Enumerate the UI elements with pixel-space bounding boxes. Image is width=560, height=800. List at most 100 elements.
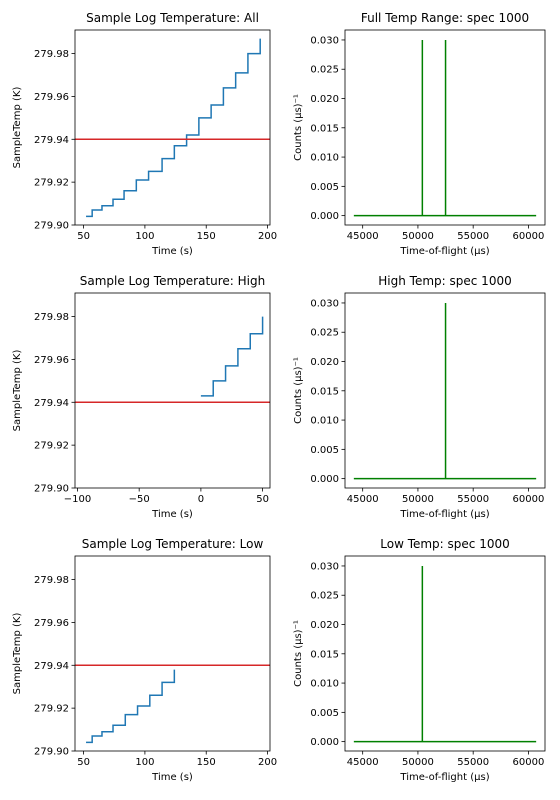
y-axis-label: Counts (μs)⁻¹ [293,620,304,687]
y-tick-label: 279.90 [34,221,69,232]
y-tick-label: 0.020 [310,357,339,368]
y-tick-label: 0.000 [310,211,339,222]
axes-frame [344,555,546,752]
plot-data [75,38,270,218]
x-axis-label: Time (s) [151,509,193,520]
x-axis-label: Time-of-flight (μs) [399,246,489,257]
plot-data [353,302,537,480]
x-tick-label: 55000 [457,231,489,242]
y-axis-label: Counts (μs)⁻¹ [293,357,304,424]
y-tick-label: 279.92 [34,441,69,452]
x-tick-label: 50000 [402,757,434,768]
chart-title: Low Temp: spec 1000 [380,537,510,551]
axes-frame [74,29,271,226]
y-tick-label: 0.030 [310,298,339,309]
panel-2: 45000 50000 55000 60000 0.000 0.005 0.010 0.015… [293,11,546,257]
series-line-1 [353,39,537,217]
axes-frame [74,555,271,752]
y-tick-label: 0.005 [310,445,339,456]
y-tick-label: 0.000 [310,474,339,485]
y-tick-label: 0.020 [310,94,339,105]
chart-title: Sample Log Temperature: Low [82,537,264,551]
series-line-1 [353,302,537,480]
x-tick-label: 150 [197,231,216,242]
y-axis-label: SampleTemp (K) [12,87,23,169]
panel-1: 50 100 150 200 279.90 279.92 279.94 279.96 279.9… [12,11,277,257]
panel-4: 45000 50000 55000 60000 0.000 0.005 0.010 0.015… [293,274,546,520]
y-tick-label: 279.98 [34,575,69,586]
x-tick-label: 45000 [347,757,379,768]
plot-data [75,664,270,744]
x-tick-label: 50000 [402,494,434,505]
plot-data [353,39,537,217]
chart-title: High Temp: spec 1000 [378,274,511,288]
y-tick-label: 0.005 [310,708,339,719]
x-tick-label: 55000 [457,757,489,768]
x-axis-label: Time-of-flight (μs) [399,509,489,520]
x-tick-label: 60000 [513,494,545,505]
y-tick-label: 279.98 [34,312,69,323]
y-tick-label: 279.98 [34,49,69,60]
x-tick-label: 50 [77,757,90,768]
y-axis-label: Counts (μs)⁻¹ [293,94,304,161]
x-tick-label: −50 [129,494,150,505]
y-tick-label: 0.015 [310,386,339,397]
y-tick-label: 279.94 [34,398,69,409]
y-tick-label: 279.94 [34,135,69,146]
chart-title: Full Temp Range: spec 1000 [361,11,529,25]
chart-title: Sample Log Temperature: High [80,274,266,288]
x-tick-label: 0 [198,494,204,505]
y-tick-label: 0.020 [310,620,339,631]
x-tick-label: 200 [258,231,277,242]
y-tick-label: 279.92 [34,704,69,715]
y-tick-label: 279.96 [34,618,69,629]
y-tick-label: 279.92 [34,178,69,189]
x-tick-label: −100 [64,494,91,505]
y-tick-label: 0.015 [310,649,339,660]
y-tick-label: 279.96 [34,355,69,366]
x-tick-label: 150 [197,757,216,768]
x-axis-label: Time (s) [151,246,193,257]
y-tick-label: 279.94 [34,661,69,672]
y-tick-label: 0.025 [310,65,339,76]
y-tick-label: 0.010 [310,153,339,164]
x-tick-label: 60000 [513,757,545,768]
chart-title: Sample Log Temperature: All [86,11,259,25]
x-tick-label: 55000 [457,494,489,505]
x-tick-label: 45000 [347,494,379,505]
series-line-1 [200,316,264,397]
plot-data [75,316,270,404]
y-tick-label: 0.005 [310,182,339,193]
plot-data [353,565,537,743]
y-tick-label: 279.96 [34,92,69,103]
y-tick-label: 0.030 [310,35,339,46]
y-tick-label: 0.010 [310,416,339,427]
x-tick-label: 45000 [347,231,379,242]
series-line-1 [353,565,537,743]
y-axis-label: SampleTemp (K) [12,350,23,432]
series-line-1 [86,669,176,744]
y-tick-label: 0.000 [310,737,339,748]
x-axis-label: Time-of-flight (μs) [399,772,489,783]
x-tick-label: 50 [77,231,90,242]
y-axis-label: SampleTemp (K) [12,613,23,695]
x-tick-label: 100 [135,231,154,242]
x-tick-label: 50 [256,494,269,505]
y-tick-label: 279.90 [34,484,69,495]
y-tick-label: 0.010 [310,679,339,690]
y-tick-label: 279.90 [34,747,69,758]
y-tick-label: 0.030 [310,561,339,572]
y-tick-label: 0.025 [310,591,339,602]
x-tick-label: 50000 [402,231,434,242]
panel-3: −100 −50 0 50 279.90 279.92 279.94 279.96 279.98… [12,274,271,520]
x-tick-label: 60000 [513,231,545,242]
x-tick-label: 100 [135,757,154,768]
x-tick-label: 200 [258,757,277,768]
y-tick-label: 0.015 [310,123,339,134]
x-axis-label: Time (s) [151,772,193,783]
series-line-1 [86,38,261,218]
y-tick-label: 0.025 [310,328,339,339]
axes-frame [74,292,271,489]
panel-5: 50 100 150 200 279.90 279.92 279.94 279.96 279.9… [12,537,277,783]
